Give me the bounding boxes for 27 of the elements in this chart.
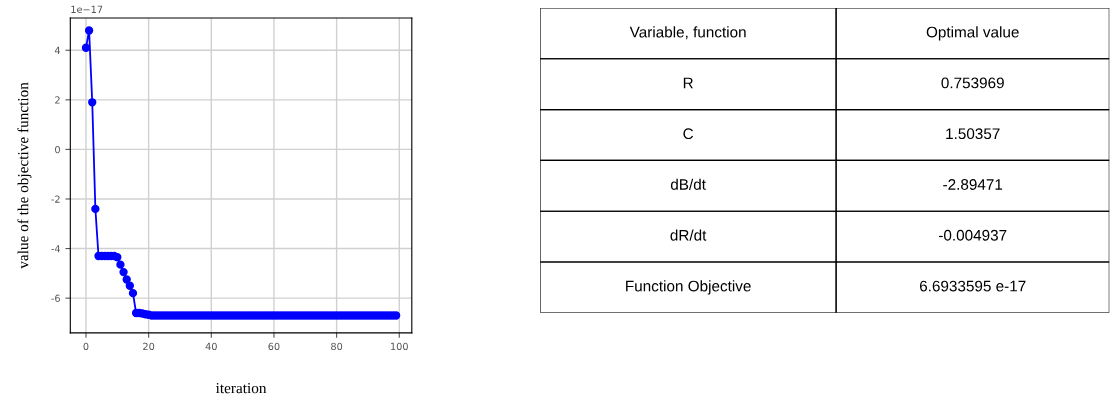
text: C	[683, 128, 694, 140]
x-tick-label: 0	[83, 342, 89, 351]
y-axis-title: value of the objective function	[17, 82, 32, 269]
y-tick-label: -6	[51, 294, 60, 302]
y-tick-label: 2	[55, 96, 60, 104]
text: Function Objective	[626, 280, 751, 295]
text: Variable, function	[629, 26, 746, 40]
x-tick-label: 60	[268, 342, 280, 351]
text: 6.6933595 e-17	[919, 280, 1026, 292]
text: Optimal value	[926, 26, 1019, 41]
x-tick-label: 20	[143, 342, 155, 351]
y-tick-label: -2	[51, 195, 60, 203]
text: dR/dt	[670, 229, 707, 241]
x-axis-title: iteration	[215, 383, 267, 394]
x-tick-label: 40	[205, 342, 217, 351]
x-tick-label: 80	[331, 342, 343, 351]
y-tick-label: -4	[51, 245, 61, 253]
y-tick-label: 4	[54, 46, 61, 54]
text: 1.50357	[946, 128, 1000, 140]
text: -2.89471	[943, 179, 1003, 190]
text: 0.753969	[941, 77, 1004, 89]
text: dB/dt	[670, 178, 706, 190]
text: -0.004937	[938, 229, 1007, 241]
x-tick-label: 100	[391, 342, 408, 351]
text: 1e−17	[71, 5, 103, 14]
text: R	[683, 77, 693, 89]
y-tick-label: 0	[55, 145, 60, 154]
